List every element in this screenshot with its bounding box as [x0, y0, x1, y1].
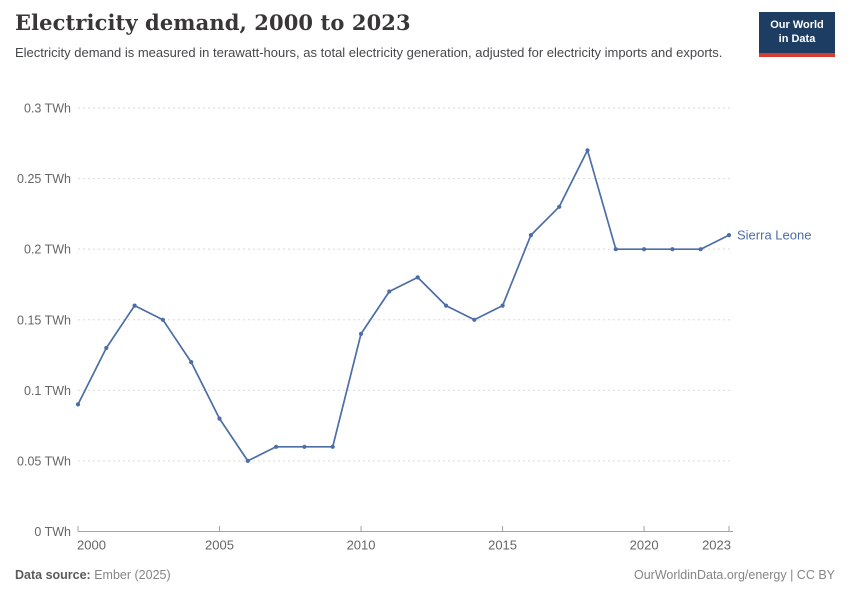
data-point-marker: [613, 247, 618, 252]
data-source-label: Data source:: [15, 568, 91, 582]
x-axis-tick-label: 2005: [205, 538, 234, 553]
owid-logo-line1: Our World: [770, 19, 824, 31]
data-point-marker: [330, 444, 335, 449]
data-point-marker: [557, 204, 562, 209]
page-title: Electricity demand, 2000 to 2023: [15, 10, 411, 35]
chart-footer: Data source: Ember (2025) OurWorldinData…: [15, 568, 835, 582]
y-axis-tick-label: 0.25 TWh: [17, 172, 71, 186]
data-source: Data source: Ember (2025): [15, 568, 171, 582]
data-point-marker: [358, 331, 364, 336]
y-axis-tick-label: 0 TWh: [34, 525, 71, 539]
x-axis-tick-label: 2000: [77, 538, 106, 553]
data-point-marker: [75, 402, 81, 407]
y-axis-tick-label: 0.3 TWh: [24, 102, 71, 116]
data-point-marker: [274, 444, 279, 449]
data-point-marker: [585, 148, 590, 153]
data-point-marker: [132, 303, 137, 308]
x-axis-tick-label: 2020: [630, 538, 659, 553]
data-point-marker: [443, 303, 449, 308]
owid-logo[interactable]: Our World in Data: [759, 12, 835, 57]
chart-subtitle: Electricity demand is measured in terawa…: [15, 45, 723, 60]
data-point-marker: [245, 458, 250, 463]
series-line: [77, 149, 730, 462]
y-axis-tick-label: 0.15 TWh: [17, 313, 71, 327]
series-end-label: Sierra Leone: [737, 228, 811, 243]
data-point-marker: [189, 360, 194, 365]
y-axis-tick-label: 0.2 TWh: [24, 243, 71, 257]
license-link[interactable]: OurWorldinData.org/energy | CC BY: [633, 568, 835, 582]
data-point-marker: [160, 317, 165, 322]
data-point-marker: [387, 289, 392, 294]
x-axis-tick-label: 2015: [488, 538, 517, 553]
chart-header: Electricity demand, 2000 to 2023 Electri…: [15, 10, 835, 63]
data-point-marker: [472, 317, 477, 322]
x-axis-tick-label: 2010: [347, 538, 376, 553]
data-point-marker: [528, 233, 534, 238]
data-point-marker: [698, 247, 703, 252]
data-source-value: Ember (2025): [90, 568, 171, 582]
y-axis-tick-label: 0.1 TWh: [24, 384, 71, 398]
data-point-marker: [104, 345, 109, 351]
owid-logo-line2: in Data: [778, 32, 816, 45]
x-axis-tick-label: 2023: [702, 538, 731, 553]
data-point-marker: [415, 275, 420, 280]
data-point-marker: [302, 444, 307, 449]
data-point-marker: [217, 416, 222, 421]
data-point-marker: [642, 247, 647, 252]
y-axis-tick-label: 0.05 TWh: [17, 454, 71, 468]
data-point-marker: [670, 247, 675, 252]
data-point-marker: [500, 303, 505, 308]
data-point-marker: [726, 233, 732, 238]
